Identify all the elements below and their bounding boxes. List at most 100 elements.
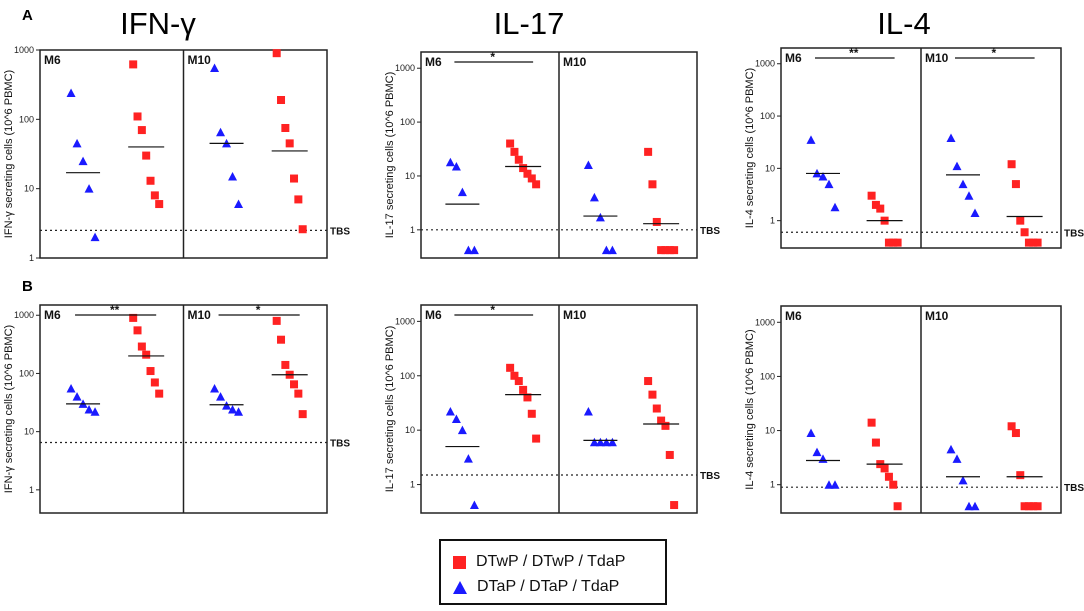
data-point-blue: [84, 405, 94, 414]
data-point-red: [670, 501, 679, 510]
data-point-blue: [601, 437, 611, 447]
data-point-red: [294, 389, 303, 398]
y-tick-label: 1000: [14, 45, 34, 55]
data-point-red: [644, 147, 653, 156]
y-tick-label: 100: [19, 368, 34, 378]
data-point-red: [648, 390, 657, 399]
data-point-blue: [457, 425, 467, 435]
y-tick-label: 10: [405, 425, 415, 435]
y-tick-label: 1: [29, 485, 34, 495]
data-point-red: [532, 434, 541, 443]
y-tick-label: 1: [410, 480, 415, 490]
data-point-red: [514, 377, 523, 386]
legend-item-dtap: DTaP / DTaP / TdaP: [453, 578, 619, 596]
data-point-blue: [595, 212, 605, 222]
data-point-red: [871, 200, 880, 209]
title-ifn-gamma: IFN-γ: [120, 6, 196, 41]
significance-label: *: [490, 50, 495, 64]
data-point-red: [298, 225, 307, 234]
data-point-blue: [607, 245, 617, 255]
data-point-red: [137, 342, 146, 351]
data-point-blue: [90, 232, 100, 242]
data-point-red: [1024, 238, 1033, 247]
data-point-blue: [952, 454, 962, 463]
data-point-red: [657, 416, 666, 425]
data-point-red: [285, 139, 294, 148]
data-point-red: [665, 246, 674, 255]
data-point-blue: [463, 245, 473, 255]
panel-b-2-y-axis-label: IL-4 secreting cells (10^6 PBMC): [744, 329, 756, 489]
panel-a-0-y-axis-label: IFN-γ secreting cells (10^6 PBMC): [3, 70, 15, 238]
data-point-red: [1011, 429, 1020, 438]
data-point-blue: [952, 161, 962, 171]
data-point-blue: [830, 480, 840, 489]
y-tick-label: 1000: [395, 63, 415, 73]
panel-b-1-y-axis-label: IL-17 secreting cells (10^6 PBMC): [384, 326, 396, 493]
significance-label: *: [256, 303, 261, 317]
data-point-blue: [445, 407, 455, 416]
legend-label-dtwp: DTwP / DTwP / TdaP: [476, 553, 626, 570]
panel-a-2-tbs-label: TBS: [1064, 228, 1084, 239]
data-point-blue: [583, 160, 593, 169]
square-icon: [453, 555, 466, 569]
y-tick-label: 1000: [395, 316, 415, 326]
panel-b-0-subpanel-label-m6: M6: [44, 308, 61, 322]
data-point-red: [867, 418, 876, 427]
data-point-blue: [451, 414, 461, 424]
title-il4: IL-4: [877, 6, 930, 41]
panel-b-2-subpanel-label-m10: M10: [925, 309, 949, 323]
data-point-red: [155, 389, 164, 398]
data-point-red: [670, 246, 679, 255]
data-point-blue: [958, 475, 968, 485]
y-tick-label: 10: [24, 184, 34, 194]
data-point-red: [272, 49, 281, 58]
significance-label: *: [490, 303, 495, 317]
data-point-red: [527, 174, 536, 183]
data-point-red: [657, 246, 666, 255]
data-point-blue: [824, 480, 834, 489]
data-point-red: [1016, 216, 1025, 225]
data-point-blue: [601, 245, 611, 255]
data-point-blue: [210, 384, 220, 393]
data-point-blue: [84, 184, 94, 193]
panel-b-0-y-axis-label: IFN-γ secreting cells (10^6 PBMC): [3, 325, 15, 493]
panel-b-2-subpanel-label-m6: M6: [785, 309, 802, 323]
data-point-blue: [589, 192, 599, 202]
legend-label-dtap: DTaP / DTaP / TdaP: [477, 578, 620, 595]
data-point-blue: [964, 501, 974, 511]
data-point-blue: [589, 437, 599, 447]
panel-a-1-subpanel-label-m10: M10: [563, 55, 587, 69]
data-point-red: [290, 380, 299, 389]
data-point-blue: [463, 454, 473, 463]
data-point-red: [150, 378, 159, 387]
data-point-blue: [228, 405, 238, 414]
data-point-red: [1007, 422, 1016, 431]
data-point-red: [1033, 502, 1042, 511]
data-point-blue: [583, 407, 593, 416]
data-point-red: [155, 200, 164, 209]
data-point-red: [519, 164, 528, 173]
data-point-red: [532, 180, 541, 189]
panel-label-a: A: [22, 7, 33, 24]
data-point-red: [652, 404, 661, 413]
data-point-red: [146, 176, 155, 185]
data-point-red: [880, 464, 889, 473]
data-point-blue: [970, 208, 980, 218]
data-point-red: [661, 246, 670, 255]
data-point-red: [527, 409, 536, 418]
data-point-red: [281, 360, 290, 369]
panel-a-1-tbs-label: TBS: [700, 226, 720, 237]
data-point-blue: [72, 138, 82, 148]
data-point-blue: [210, 63, 220, 73]
y-tick-label: 1: [410, 225, 415, 235]
y-tick-label: 1000: [14, 310, 34, 320]
data-point-red: [277, 335, 286, 344]
panel-b-1-subpanel-label-m6: M6: [425, 308, 442, 322]
panel-b-0-tbs-label: TBS: [330, 439, 350, 450]
panel-a-0-subpanel-label-m10: M10: [188, 53, 212, 67]
data-point-blue: [469, 245, 479, 255]
panel-a-2-y-axis-label: IL-4 secreting cells (10^6 PBMC): [744, 68, 756, 228]
data-point-red: [523, 169, 532, 178]
data-point-red: [142, 151, 151, 160]
data-point-red: [876, 204, 885, 213]
